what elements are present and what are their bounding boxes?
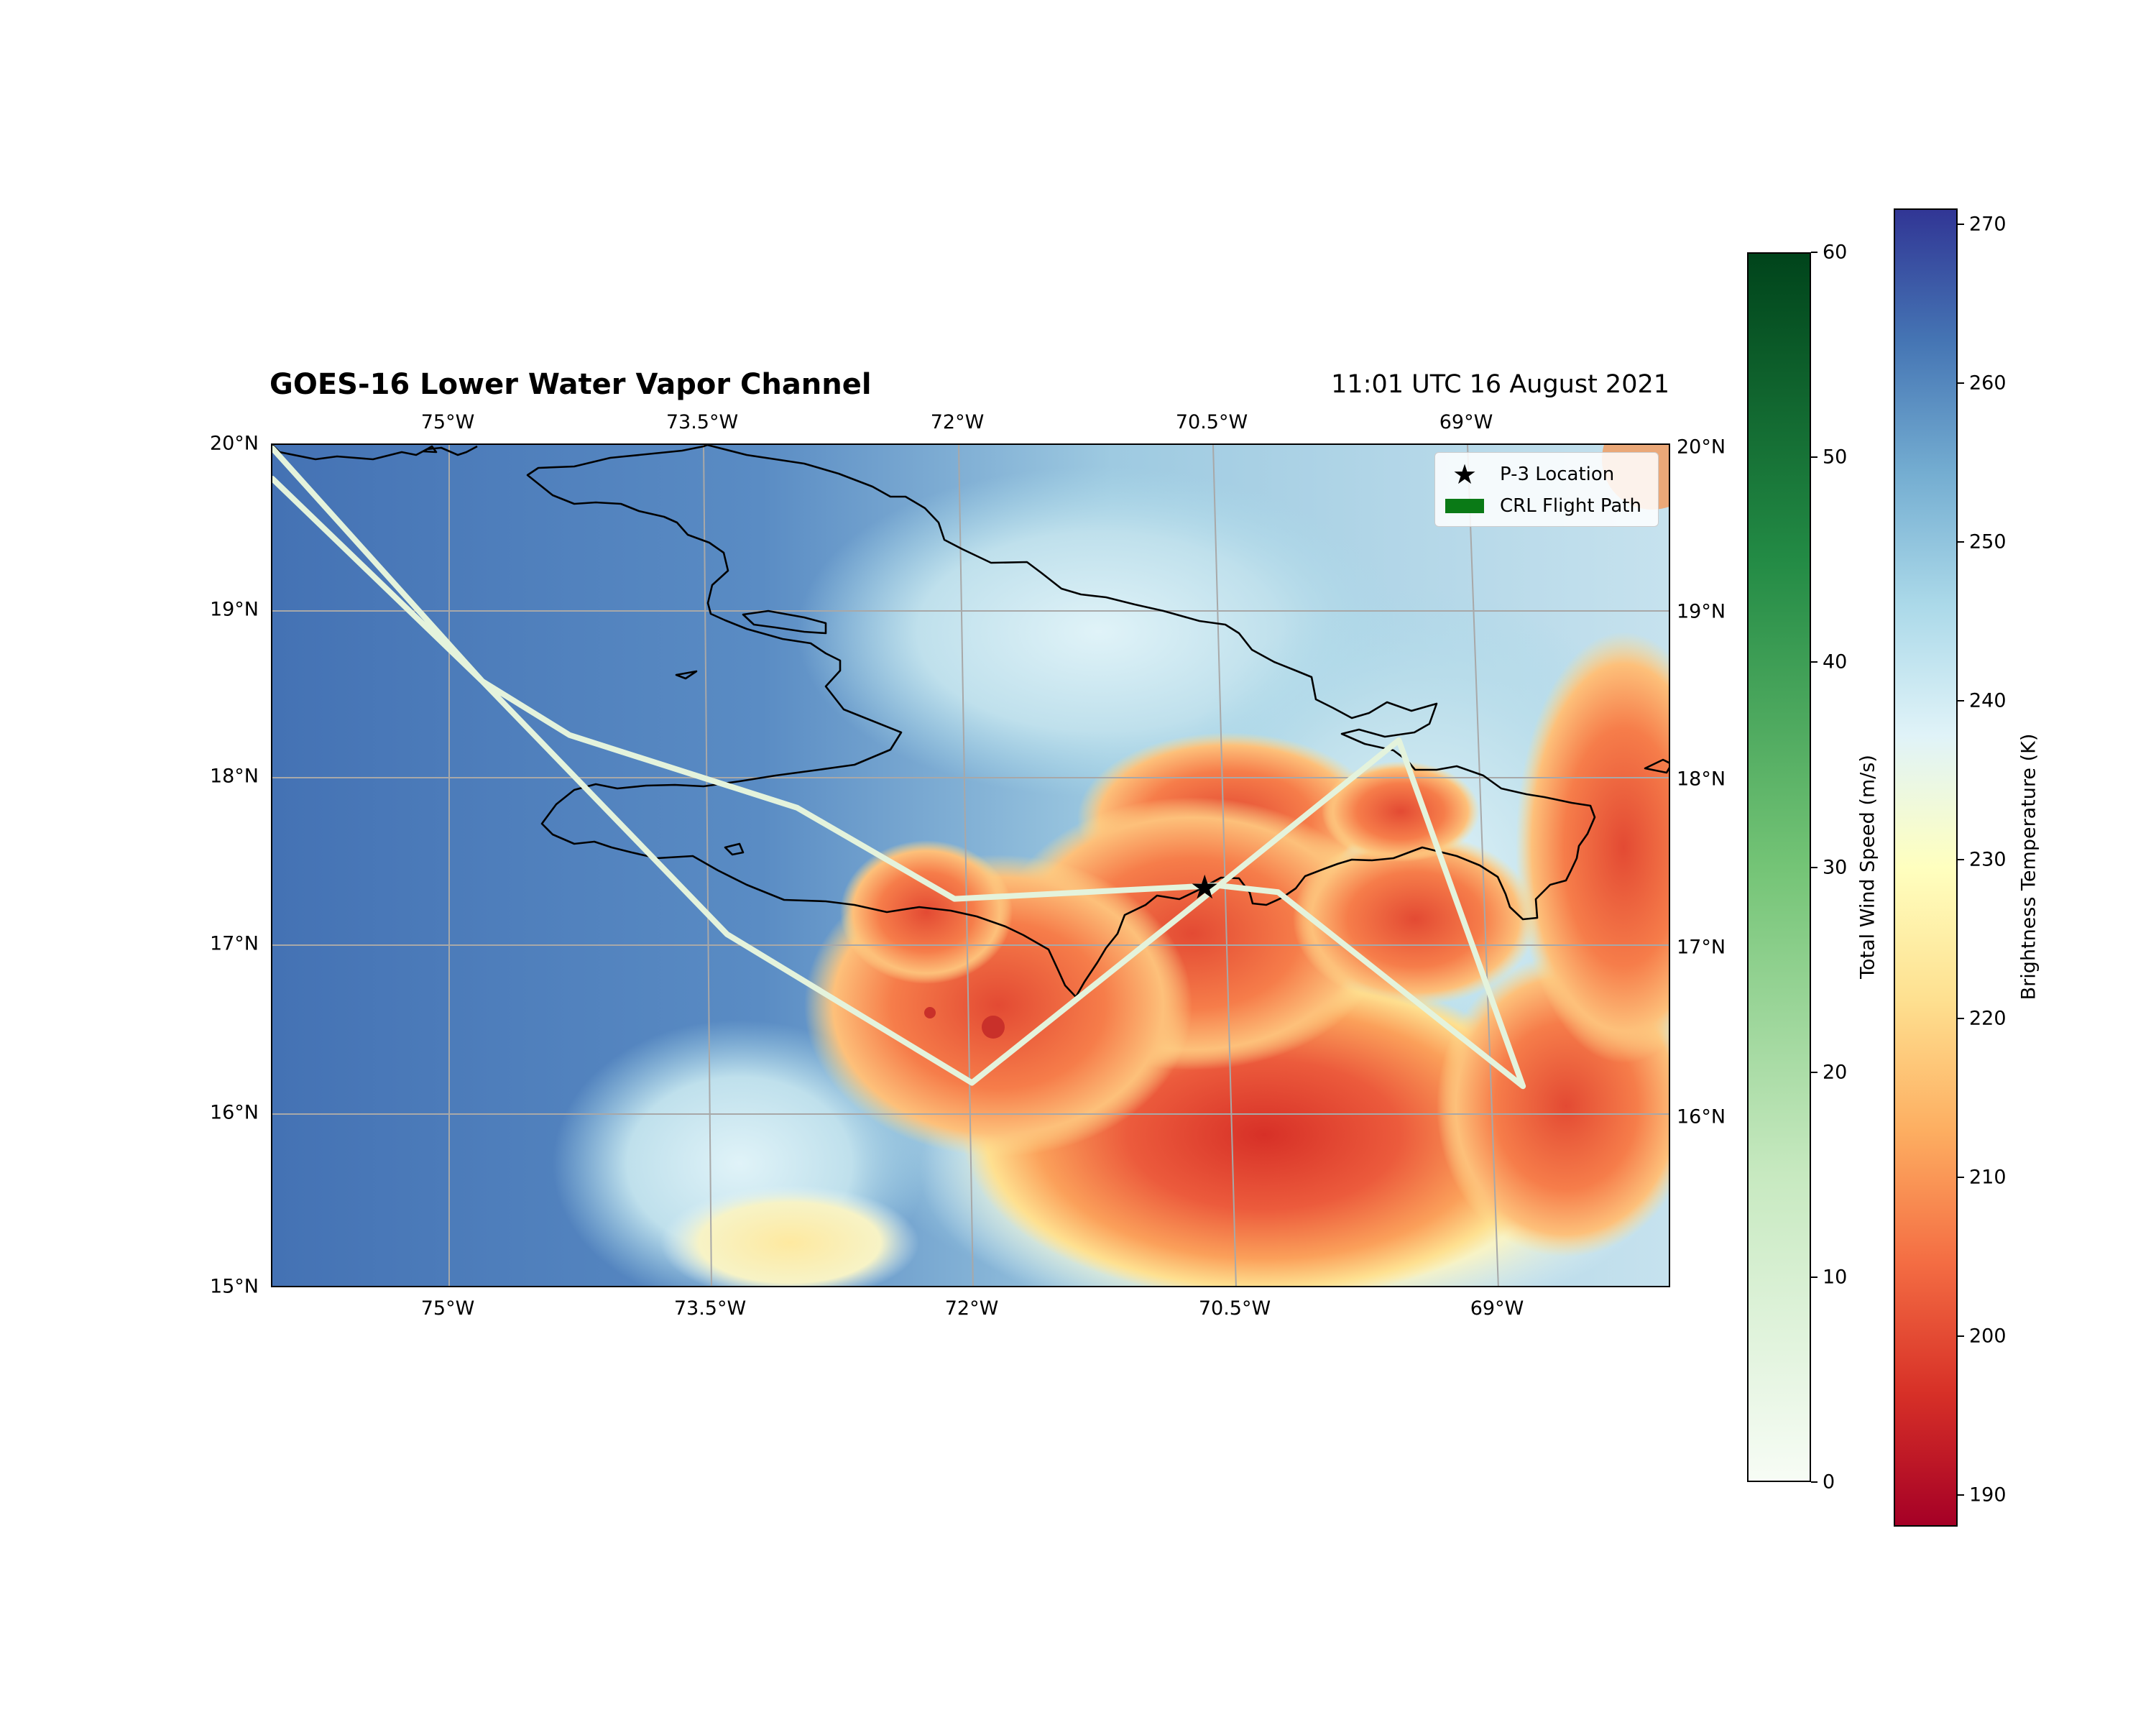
colorbar-tick-mark bbox=[1811, 1276, 1818, 1278]
flight-path-swatch bbox=[1445, 499, 1484, 513]
colorbar-tick-label: 220 bbox=[1969, 1007, 2007, 1030]
colorbar-tick-mark bbox=[1811, 661, 1818, 663]
lat-label-left: 19°N bbox=[209, 598, 259, 621]
colorbar-tick-label: 10 bbox=[1823, 1266, 1848, 1289]
colorbar-tick-mark bbox=[1958, 1176, 1964, 1178]
puerto-rico-coastline bbox=[1644, 758, 1669, 774]
storm-cell bbox=[1516, 632, 1669, 1063]
lon-label-top: 73.5°W bbox=[665, 411, 739, 433]
gonave-island-coastline bbox=[742, 610, 827, 635]
colorbar-tick-mark bbox=[1958, 1335, 1964, 1337]
storm-cell bbox=[982, 1016, 1005, 1039]
lon-label-bottom: 70.5°W bbox=[1198, 1297, 1271, 1320]
colorbar-tick-label: 260 bbox=[1969, 372, 2007, 395]
legend-label: CRL Flight Path bbox=[1500, 495, 1641, 517]
lon-label-bottom: 72°W bbox=[944, 1297, 999, 1320]
colorbar-tick-label: 20 bbox=[1823, 1061, 1848, 1084]
colorbar-tick-mark bbox=[1811, 252, 1818, 253]
timestamp: 11:01 UTC 16 August 2021 bbox=[1331, 370, 1669, 399]
colorbar-tick-label: 240 bbox=[1969, 689, 2007, 712]
lon-label-top: 69°W bbox=[1439, 411, 1493, 433]
cloud-haze bbox=[660, 1185, 919, 1286]
colorbar-tick-mark bbox=[1958, 541, 1964, 543]
colorbar-tick-mark bbox=[1958, 858, 1964, 860]
star-icon: ★ bbox=[1452, 459, 1478, 490]
colorbar-tick-mark bbox=[1811, 1071, 1818, 1073]
colorbar-tick-label: 270 bbox=[1969, 213, 2007, 236]
colorbar-tick-mark bbox=[1958, 699, 1964, 702]
colorbar-tick-label: 210 bbox=[1969, 1166, 2007, 1189]
p3-location-star-icon[interactable]: ★ bbox=[1190, 868, 1220, 906]
islet-coastline bbox=[724, 842, 745, 856]
colorbar-tick-label: 50 bbox=[1823, 446, 1848, 469]
cuba-coastline bbox=[422, 445, 438, 454]
lat-label-right: 20°N bbox=[1677, 436, 1726, 459]
colorbar-tick-label: 0 bbox=[1823, 1471, 1835, 1494]
colorbar-tick-label: 40 bbox=[1823, 650, 1848, 673]
lat-label-right: 19°N bbox=[1677, 600, 1726, 623]
colorbar-tick-mark bbox=[1958, 382, 1964, 385]
lat-label-right: 17°N bbox=[1677, 936, 1726, 959]
legend-item-p3: ★ P-3 Location bbox=[1442, 459, 1615, 490]
islet-coastline bbox=[675, 670, 698, 680]
colorbar-tick-mark bbox=[1811, 866, 1818, 868]
colorbar-tick-label: 250 bbox=[1969, 530, 2007, 553]
lat-label-left: 16°N bbox=[209, 1101, 259, 1124]
lon-label-bottom: 75°W bbox=[420, 1297, 475, 1320]
brightness-temperature-colorbar bbox=[1894, 208, 1958, 1527]
colorbar-tick-label: 190 bbox=[1969, 1484, 2007, 1506]
colorbar-tick-mark bbox=[1811, 456, 1818, 459]
lon-label-bottom: 73.5°W bbox=[673, 1297, 747, 1320]
lat-label-left: 15°N bbox=[209, 1275, 259, 1298]
map-title: GOES-16 Lower Water Vapor Channel bbox=[270, 368, 872, 401]
lon-label-top: 70.5°W bbox=[1175, 411, 1248, 433]
colorbar-tick-mark bbox=[1958, 224, 1964, 226]
lat-label-left: 20°N bbox=[209, 432, 259, 455]
storm-cell bbox=[840, 840, 1013, 984]
colorbar-tick-mark bbox=[1958, 1494, 1964, 1496]
map-legend: ★ P-3 Location CRL Flight Path bbox=[1434, 452, 1659, 527]
colorbar-tick-mark bbox=[1958, 1017, 1964, 1019]
lon-label-top: 72°W bbox=[930, 411, 985, 433]
crl-flight-path[interactable] bbox=[272, 445, 1526, 1090]
map-panel[interactable]: ★ ★ P-3 Location CRL Flight Path bbox=[271, 443, 1670, 1287]
storm-cell bbox=[1322, 761, 1480, 862]
colorbar-tick-label: 30 bbox=[1823, 856, 1848, 878]
wind-speed-axis-label: Total Wind Speed (m/s) bbox=[1856, 755, 1879, 979]
legend-item-flight-path: CRL Flight Path bbox=[1442, 493, 1641, 519]
graticule bbox=[272, 445, 1669, 1286]
storm-cell bbox=[924, 1007, 936, 1018]
colorbar-tick-label: 230 bbox=[1969, 848, 2007, 871]
lon-label-bottom: 69°W bbox=[1470, 1297, 1524, 1320]
cuba-coastline bbox=[272, 445, 478, 461]
colorbar-tick-label: 60 bbox=[1823, 241, 1848, 264]
colorbar-tick-mark bbox=[1811, 1481, 1818, 1483]
lat-label-left: 18°N bbox=[209, 765, 259, 788]
lon-label-top: 75°W bbox=[420, 411, 475, 433]
brightness-temperature-axis-label: Brightness Temperature (K) bbox=[2017, 733, 2040, 1000]
colorbar-tick-label: 200 bbox=[1969, 1325, 2007, 1348]
water-vapor-map: ★ bbox=[272, 445, 1669, 1286]
legend-label: P-3 Location bbox=[1500, 464, 1615, 485]
wind-speed-colorbar bbox=[1747, 252, 1811, 1482]
lat-label-left: 17°N bbox=[209, 932, 259, 955]
lat-label-right: 18°N bbox=[1677, 768, 1726, 791]
lat-label-right: 16°N bbox=[1677, 1105, 1726, 1128]
